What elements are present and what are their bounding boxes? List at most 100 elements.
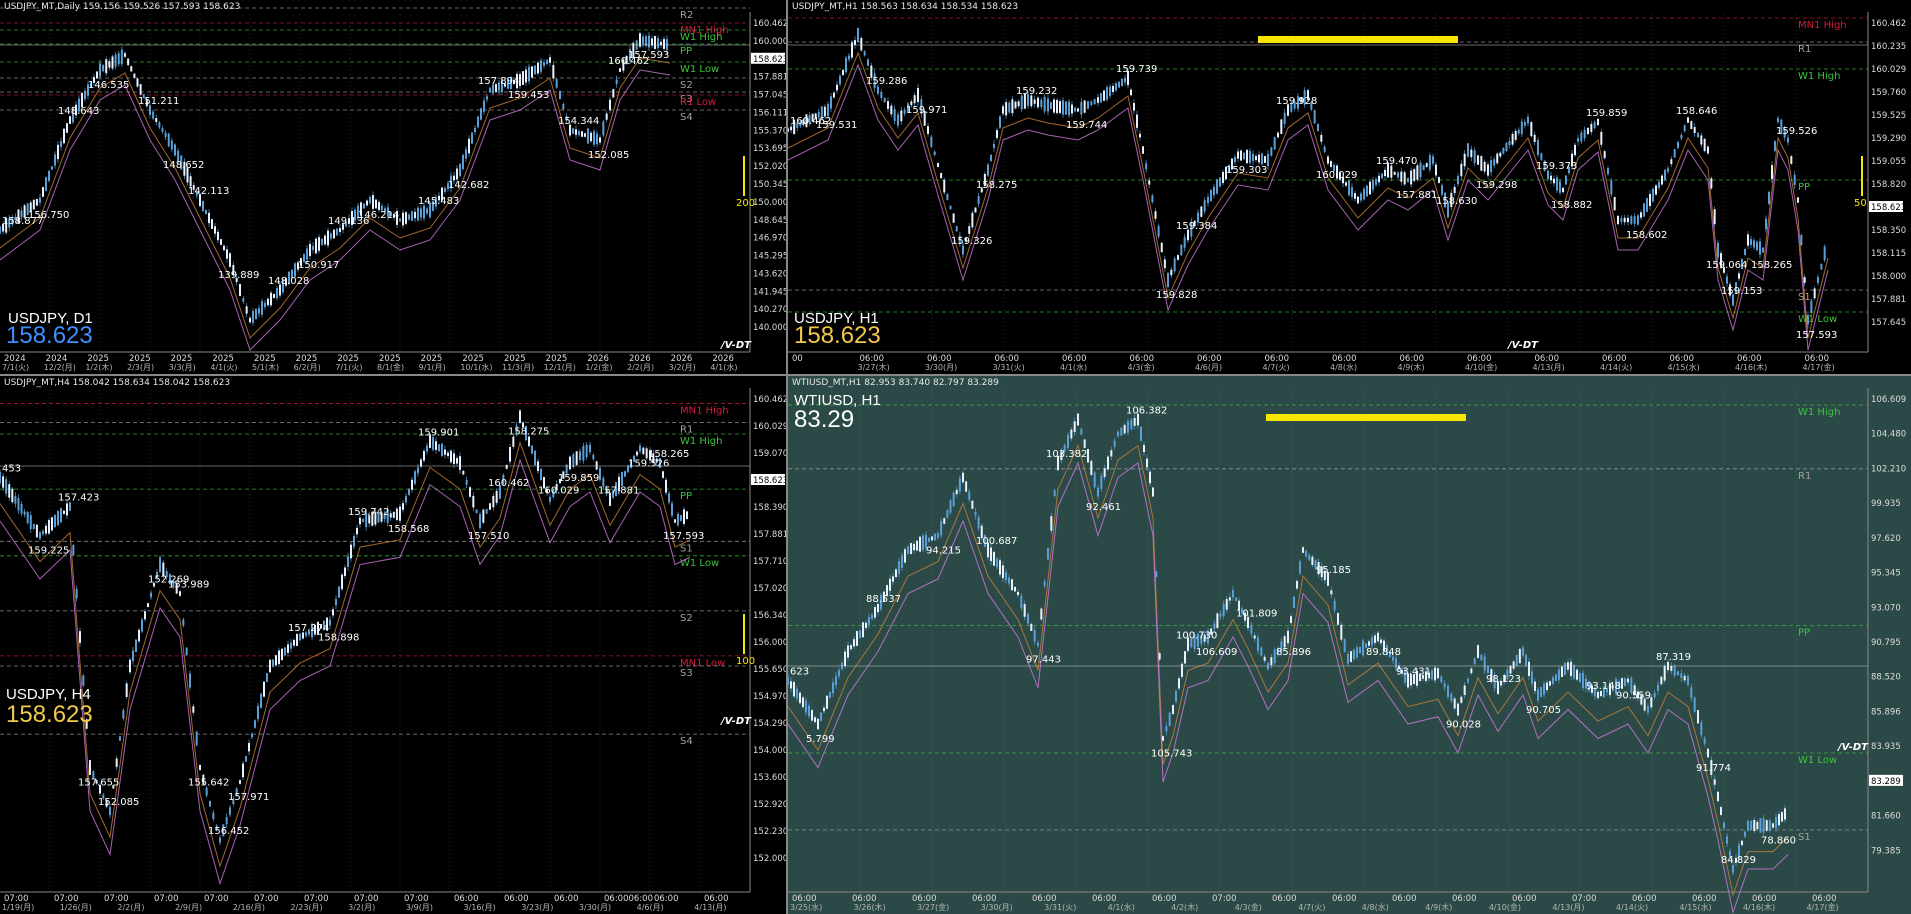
candle-body: [1097, 487, 1099, 497]
candle-body: [1130, 419, 1133, 430]
candle-body: [242, 298, 245, 302]
candle-body: [1077, 413, 1079, 426]
price-annotation: 157.274: [288, 623, 329, 634]
candle-body: [848, 55, 850, 60]
candle-body: [1778, 814, 1780, 826]
x-tick-label: 06:00: [454, 894, 479, 904]
candle-body: [1562, 187, 1564, 193]
candle-body: [1040, 608, 1043, 620]
candle-body: [205, 787, 208, 796]
candle-body: [23, 205, 26, 218]
candle-body: [1155, 571, 1158, 577]
candle-body: [887, 101, 889, 109]
candle-body: [1047, 547, 1049, 560]
candle-body: [477, 116, 479, 128]
candle-body: [993, 551, 995, 566]
candle-body: [336, 228, 338, 236]
price-annotation: 5.799: [806, 734, 835, 745]
y-tick-label: 159.760: [1871, 88, 1906, 98]
y-tick-label: 154.000: [753, 746, 786, 756]
level-label: W1 High: [1798, 71, 1840, 82]
candle-body: [275, 655, 277, 666]
candle-body: [1106, 87, 1108, 100]
candle-body: [489, 503, 491, 510]
candle-body: [105, 800, 108, 807]
candle-body: [1807, 315, 1809, 325]
candle-body: [1564, 663, 1566, 675]
candle-body: [1014, 586, 1016, 592]
price-annotation: 146.214: [358, 210, 399, 221]
candle-body: [1643, 203, 1645, 217]
candle-body: [45, 177, 47, 191]
candle-body: [0, 471, 1, 484]
candle-body: [1261, 153, 1263, 165]
candle-body: [360, 202, 362, 216]
candle-body: [823, 707, 825, 712]
candle-body: [329, 619, 331, 626]
candle-body: [1299, 561, 1301, 574]
candle-body: [1100, 92, 1102, 103]
candle-body: [1011, 579, 1013, 591]
indicator-value: 50: [1854, 198, 1867, 209]
candle-body: [968, 491, 971, 500]
candle-body: [1732, 865, 1734, 873]
candle-body: [333, 229, 335, 239]
candle-body: [495, 84, 497, 92]
chart-panel-usdjpy-h1[interactable]: USDJPY_MT,H1 158.563 158.634 158.534 158…: [788, 0, 1911, 374]
candle-body: [1030, 623, 1033, 631]
candle-body: [619, 68, 621, 72]
x-date-label: 3/31(火): [993, 363, 1025, 372]
level-label: R1 Low: [680, 97, 716, 108]
candle-body: [531, 66, 533, 78]
moving-average-line: [0, 458, 691, 886]
candle-body: [1528, 661, 1530, 677]
candle-body: [845, 57, 847, 73]
candle-body: [1063, 445, 1066, 452]
chart-panel-usdjpy-d1[interactable]: USDJPY_MT,Daily 159.156 159.526 157.593 …: [0, 0, 786, 374]
candle-body: [57, 510, 59, 526]
candle-body: [320, 625, 322, 629]
x-date-label: 4/6(月): [637, 903, 664, 912]
candle-body: [546, 60, 548, 64]
candle-body: [1305, 550, 1308, 557]
candle-body: [1661, 175, 1663, 185]
candle-body: [1023, 604, 1026, 617]
x-date-label: 3/30(月): [579, 903, 611, 912]
candle-body: [671, 503, 673, 516]
chart-panel-usdjpy-h4[interactable]: USDJPY_MT,H4 158.042 158.634 158.042 158…: [0, 376, 786, 914]
chart-panel-wtiusd-h1[interactable]: WTIUSD_MT,H1 82.953 83.740 82.797 83.289…: [788, 376, 1911, 914]
candle-body: [1783, 129, 1786, 138]
candle-body: [1340, 624, 1343, 640]
x-date-label: 3/16(月): [464, 903, 496, 912]
price-annotation: 160.029: [538, 485, 579, 496]
candle-body: [1222, 603, 1225, 616]
candle-body: [1593, 121, 1596, 129]
candle-body: [1151, 195, 1154, 203]
candle-body: [559, 478, 561, 484]
candle-body: [1074, 107, 1076, 112]
candle-body: [522, 422, 524, 428]
candle-body: [898, 561, 900, 574]
candle-body: [1200, 635, 1203, 644]
candle-body: [1193, 220, 1196, 226]
candle-body: [1240, 150, 1242, 161]
candle-body: [219, 837, 221, 843]
x-date-label: 2/23(月): [290, 903, 322, 912]
candle-body: [1700, 135, 1703, 145]
candle-body: [595, 461, 598, 470]
y-tick-label: 160.462: [753, 19, 786, 29]
candle-body: [1460, 163, 1463, 177]
candle-body: [1738, 273, 1740, 279]
candle-body: [441, 443, 443, 457]
symbol-label: USDJPY, H1: [794, 310, 879, 327]
price-annotation: 157.593: [1796, 330, 1837, 341]
candle-body: [127, 58, 130, 66]
candle-body: [940, 521, 943, 536]
candle-body: [1523, 122, 1526, 126]
candle-body: [156, 572, 158, 578]
price-annotation: 158.882: [1551, 200, 1592, 211]
candle-body: [235, 278, 238, 282]
price-annotation: 159.326: [951, 236, 992, 247]
y-tick-label: 140.000: [753, 323, 786, 333]
candle-body: [1732, 294, 1734, 306]
